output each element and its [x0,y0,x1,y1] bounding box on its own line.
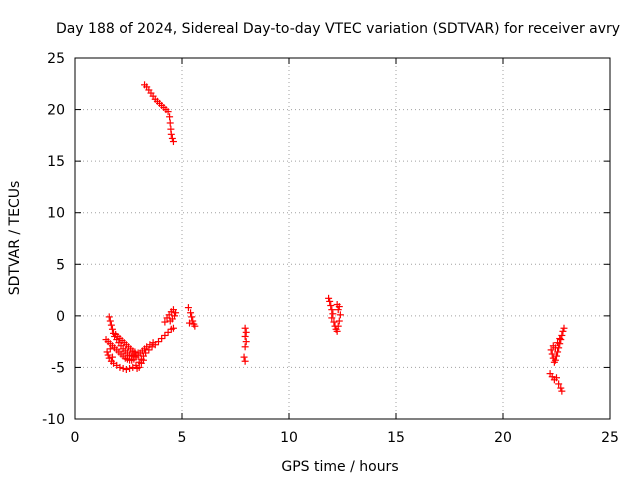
data-point [241,357,249,365]
data-point [169,138,177,146]
data-point [172,309,180,317]
data-point [116,363,124,371]
data-point [126,364,134,372]
data-point [242,328,250,336]
data-point [185,319,193,327]
data-point [554,348,562,356]
axis-ticks [74,57,611,420]
x-tick-label: 5 [178,430,187,446]
data-point [241,343,249,351]
data-point [334,322,342,330]
data-point [329,310,337,318]
data-point [241,324,249,332]
data-point [187,309,195,317]
data-point [158,335,166,343]
data-point [558,387,566,395]
data-point [103,348,111,356]
data-point [328,306,336,314]
y-tick-labels: -10 -5 0 5 10 15 20 25 [42,51,65,428]
data-point [106,345,114,353]
data-point [334,306,342,314]
x-tick-label: 25 [601,430,619,446]
grid-lines [75,58,610,419]
data-point [104,351,112,359]
data-point [240,353,248,361]
data-point [149,339,157,347]
data-point [166,119,174,127]
data-point [161,331,169,339]
data-point [335,303,343,311]
x-tick-label: 15 [387,430,405,446]
data-point [191,322,199,330]
x-axis-label: GPS time / hours [281,459,398,475]
y-tick-label: -5 [51,360,65,376]
y-tick-label: 20 [47,103,65,119]
data-point [139,356,147,364]
y-axis-label: SDTVAR / TECUs [7,181,23,296]
data-point [166,317,174,325]
data-point [166,113,174,121]
data-point [184,304,192,312]
data-point [169,324,177,332]
data-point [188,313,196,321]
data-point [556,335,564,343]
x-tick-label: 10 [280,430,298,446]
x-tick-label: 20 [494,430,512,446]
data-point [330,318,338,326]
data-point [548,350,556,358]
y-tick-label: 5 [56,257,65,273]
data-point [106,317,114,325]
data-point [242,338,250,346]
data-point [553,374,560,382]
data-point [559,327,567,335]
data-point [105,313,113,321]
data-point [131,348,139,356]
y-tick-label: 0 [56,309,65,325]
data-point [551,344,559,352]
data-point [326,297,334,305]
data-point [108,353,116,361]
data-point [333,327,341,335]
y-tick-label: 10 [47,206,65,222]
data-point [161,318,169,326]
data-point [557,336,565,344]
data-points [102,81,568,395]
data-point [164,108,172,116]
data-point [551,356,559,364]
data-point [119,364,127,372]
data-point [554,339,562,347]
data-point [557,384,565,392]
data-point [560,324,568,332]
data-point [336,311,344,319]
data-point [327,302,335,310]
data-point [241,332,249,340]
data-point [325,294,333,302]
x-tick-labels: 0 5 10 15 20 25 [71,430,619,446]
data-point [555,380,563,388]
data-point [108,325,116,333]
plot-frame [74,57,611,420]
data-point [168,134,176,142]
data-point [167,130,175,138]
data-point [328,314,336,322]
data-point [335,317,343,325]
y-tick-label: 15 [47,154,65,170]
y-tick-label: 25 [47,51,65,67]
data-point [133,364,141,372]
data-point [547,346,555,354]
chart-title: Day 188 of 2024, Sidereal Day-to-day VTE… [56,21,620,37]
y-tick-label: -10 [42,412,65,428]
data-point [553,352,560,360]
data-point [134,349,142,357]
x-tick-label: 0 [71,430,80,446]
data-point [154,338,162,346]
data-point [107,321,115,329]
data-point [122,365,130,373]
data-point [164,328,172,336]
